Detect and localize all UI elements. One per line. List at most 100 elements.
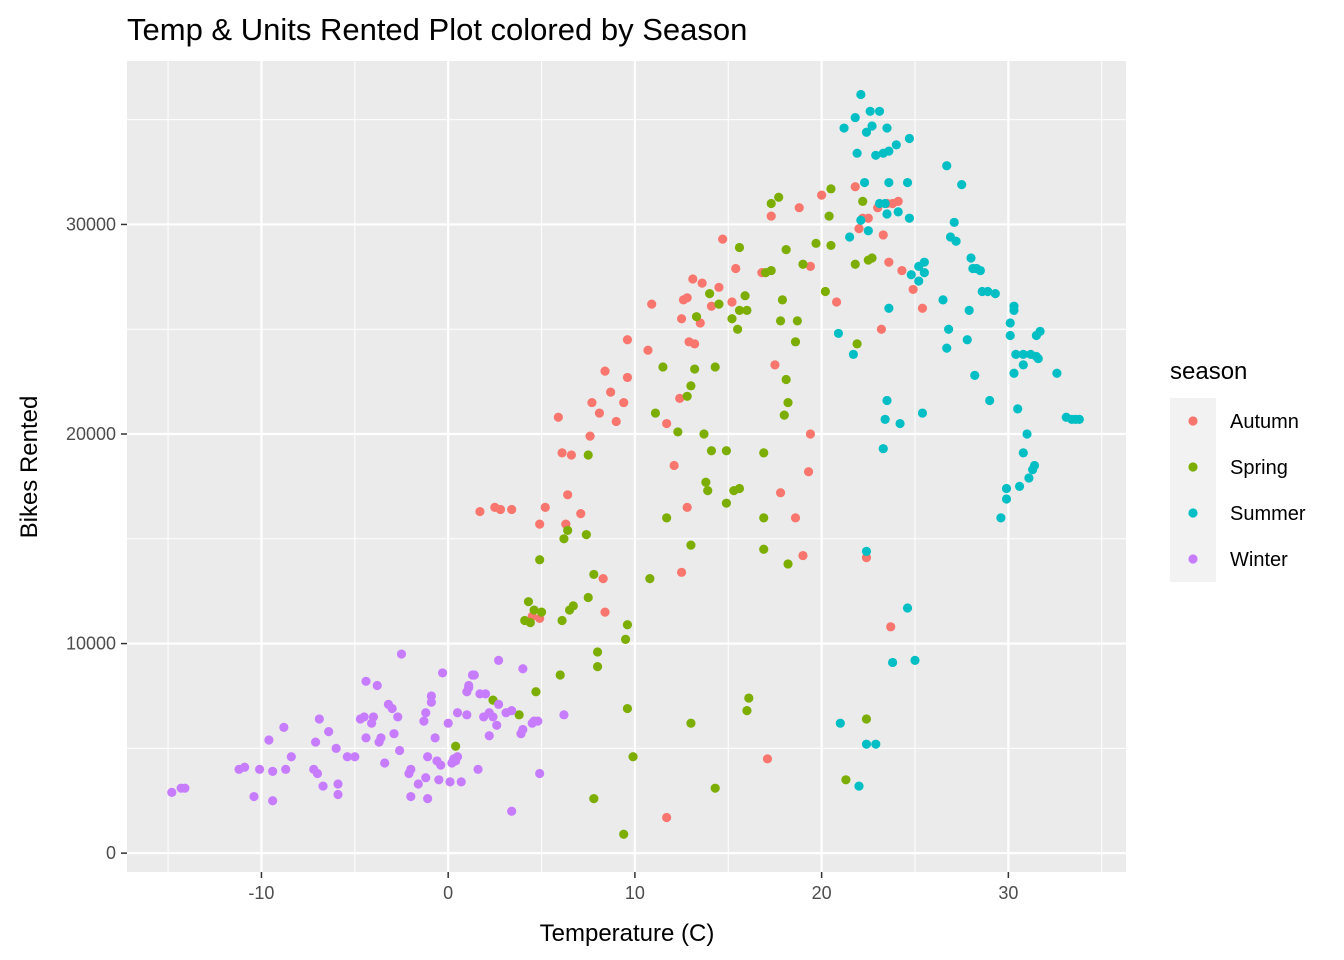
point-autumn [643,345,653,355]
x-tick-label: -10 [248,883,274,903]
point-autumn [606,387,616,397]
point-spring [811,238,821,248]
point-spring [779,410,789,420]
point-summer [1001,483,1012,494]
point-winter [240,762,250,772]
legend: season Autumn Spring Summer Winter [1170,358,1306,582]
point-summer [1009,305,1019,315]
point-autumn [886,622,896,632]
point-spring [781,245,791,255]
point-spring [759,513,769,523]
point-winter [452,752,463,762]
point-winter [268,766,278,777]
point-autumn [803,467,814,477]
point-spring [691,312,702,322]
point-spring [555,670,565,680]
point-spring [620,634,631,644]
point-spring [826,184,836,194]
x-tick-label: 0 [443,883,453,903]
point-winter [249,791,259,802]
point-winter [387,703,397,714]
point-summer [914,276,924,286]
point-spring [628,752,638,762]
point-winter [462,710,472,720]
point-summer [1024,473,1034,483]
point-summer [1018,349,1028,359]
point-summer [904,213,914,223]
point-spring [742,706,752,716]
point-autumn [775,488,786,498]
point-summer [919,257,929,267]
point-autumn [600,607,610,617]
point-autumn [682,293,692,303]
point-autumn [850,182,860,192]
point-spring [734,242,745,253]
point-winter [456,777,466,787]
point-winter [393,712,403,722]
point-autumn [798,550,808,561]
point-spring [559,534,569,544]
point-autumn [854,224,864,234]
point-autumn [600,366,610,376]
point-winter [436,760,446,770]
point-spring [563,525,573,536]
point-summer [867,121,877,131]
point-summer [880,198,890,209]
point-spring [690,364,700,374]
point-spring [714,299,724,309]
point-spring [766,198,776,209]
point-spring [759,448,769,458]
point-spring [581,530,591,540]
legend-key-autumn [1188,416,1198,426]
point-summer [850,112,860,123]
point-summer [859,177,870,188]
point-autumn [676,567,687,577]
point-autumn [762,754,773,764]
point-winter [350,752,360,762]
point-winter [452,708,463,718]
point-winter [318,781,328,791]
legend-title: season [1170,358,1247,385]
point-spring [841,775,851,785]
point-summer [852,148,862,158]
point-spring [721,498,732,508]
point-spring [704,289,715,299]
point-summer [904,133,914,144]
point-spring [589,569,599,580]
point-autumn [876,324,886,334]
point-winter [180,783,190,793]
point-summer [1018,360,1028,370]
point-summer [917,408,928,418]
point-spring [622,703,633,714]
point-summer [880,414,890,424]
point-winter [484,731,494,741]
point-spring [701,477,711,487]
point-spring [710,362,720,372]
point-summer [887,657,898,668]
point-spring [686,381,696,391]
point-spring [645,574,655,584]
point-spring [733,324,743,334]
point-summer [964,305,974,315]
point-winter [314,714,324,724]
point-summer [861,127,872,137]
point-summer [882,209,892,219]
point-autumn [908,284,918,295]
point-spring [536,607,547,617]
point-autumn [714,282,724,292]
point-spring [744,693,754,703]
point-summer [944,324,954,334]
point-spring [592,662,603,672]
point-spring [734,483,745,494]
point-summer [1035,326,1045,336]
point-summer [942,161,952,171]
point-summer [962,335,972,345]
point-winter [507,706,517,716]
point-summer [895,418,905,429]
point-autumn [647,299,657,309]
legend-key-background [1170,398,1216,582]
legend-key-summer [1188,508,1198,518]
point-summer [996,513,1006,523]
point-spring [824,211,834,221]
point-summer [1033,353,1043,364]
